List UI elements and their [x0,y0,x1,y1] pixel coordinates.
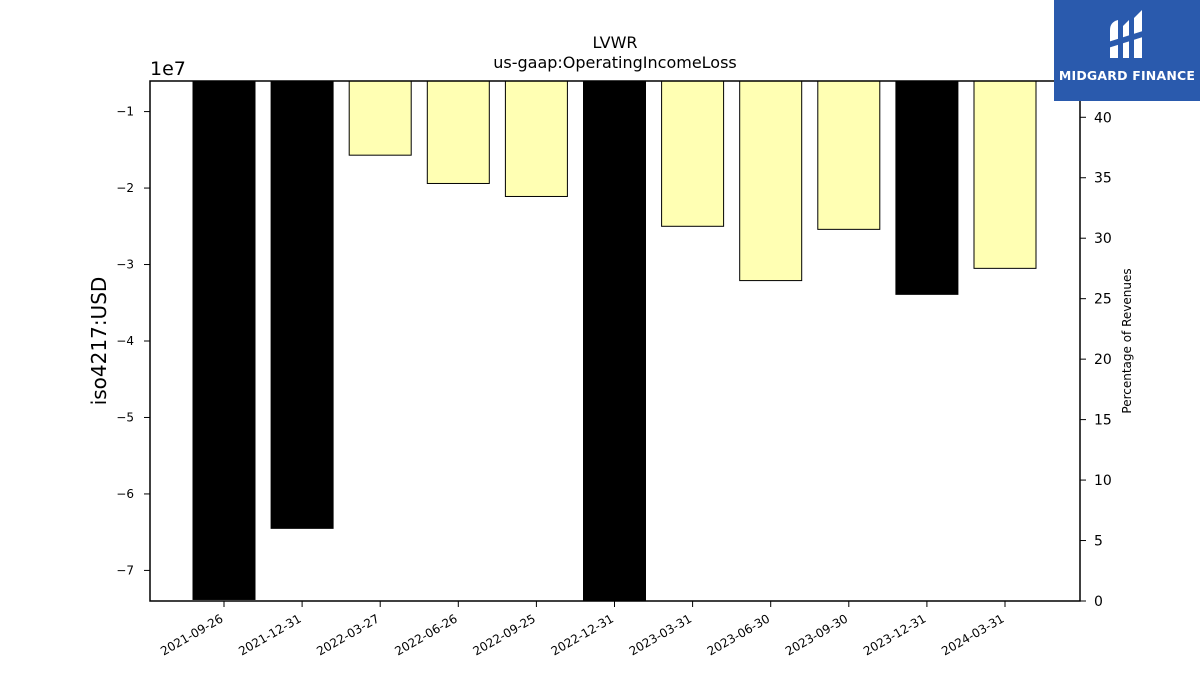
y-tick-label: −6 [116,487,134,501]
bar [817,80,881,230]
x-tick-label: 2021-12-31 [236,611,303,658]
y2-tick-label: 40 [1094,110,1112,126]
y2-tick-label: 0 [1094,594,1103,610]
bar [192,80,256,600]
y-axis-label: iso4217:USD [87,277,111,406]
brand-name: MIDGARD FINANCE [1058,68,1196,83]
bar [895,80,959,295]
y-offset-label: 1e7 [150,58,186,80]
y2-tick-label: 30 [1094,231,1112,247]
y2-tick-label: 10 [1094,473,1112,489]
brand-logo: MIDGARD FINANCE [1054,0,1200,101]
x-tick-label: 2022-12-31 [549,611,616,658]
x-tick-label: 2023-06-30 [705,611,772,658]
bar [973,80,1037,269]
bar [270,80,334,529]
bar [504,80,568,197]
y2-tick-label: 15 [1094,413,1112,429]
y2-tick-label: 35 [1094,171,1112,187]
y-tick-label: −2 [116,181,134,195]
bar [583,80,646,602]
y-tick-label: −5 [116,410,134,424]
bar [661,80,725,227]
x-tick-label: 2024-03-31 [939,611,1006,658]
y2-tick-label: 5 [1094,534,1103,550]
y2-axis-label: Percentage of Revenues [1120,268,1134,413]
y2-tick-label: 25 [1094,292,1112,308]
x-tick-label: 2021-09-26 [158,611,225,658]
y-tick-label: −3 [116,258,134,272]
x-tick-label: 2023-03-31 [627,611,694,658]
bar [348,80,412,156]
x-tick-label: 2023-09-30 [783,611,850,658]
y-tick-label: −1 [116,105,134,119]
bar [426,80,490,184]
bar [739,80,803,282]
y-tick-label: −4 [116,334,134,348]
chart-subtitle: us-gaap:OperatingIncomeLoss [493,53,737,72]
chart-title: LVWR [592,33,637,52]
y2-tick-label: 20 [1094,352,1112,368]
x-tick-label: 2022-06-26 [392,611,459,658]
midgard-logo-icon [1108,10,1146,58]
y-tick-label: −7 [116,563,134,577]
x-tick-label: 2022-03-27 [314,611,381,658]
x-tick-label: 2022-09-25 [470,611,537,658]
x-tick-label: 2023-12-31 [861,611,928,658]
